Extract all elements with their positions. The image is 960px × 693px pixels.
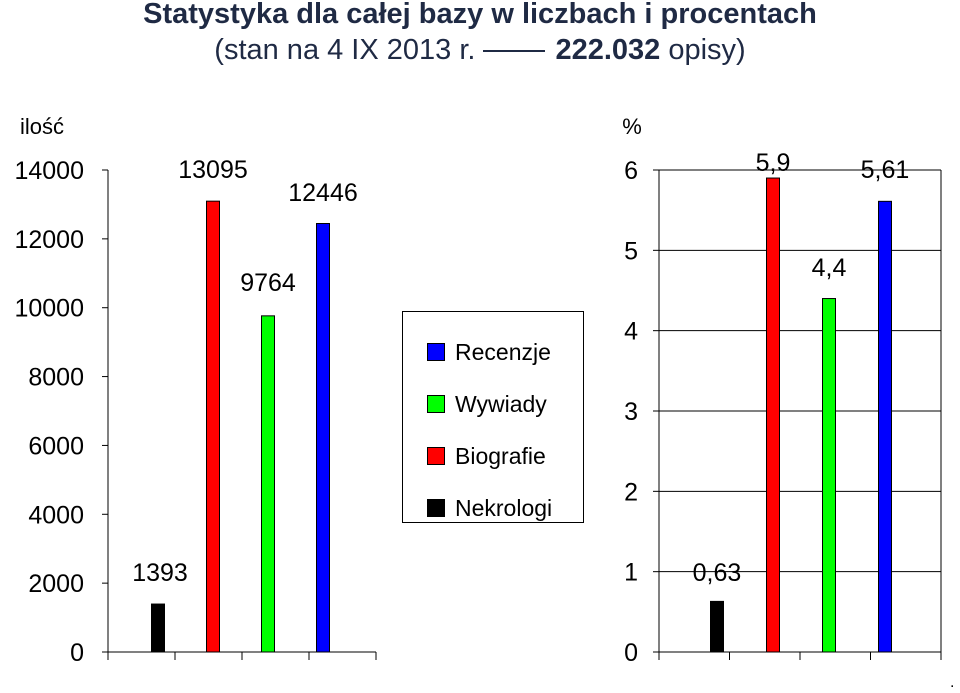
y-tick-label: 4: [624, 318, 638, 346]
data-label: 9764: [240, 269, 296, 297]
data-label: 4,4: [812, 254, 847, 282]
legend-label: Recenzje: [455, 338, 551, 365]
y-tick-label: 5: [624, 237, 638, 265]
data-label: 5,61: [861, 156, 910, 184]
y-tick-label: 14000: [14, 157, 84, 185]
bar-nekrologi: [710, 600, 724, 653]
data-label: 13095: [178, 156, 248, 184]
legend-swatch-nekrologi: [427, 499, 445, 517]
subtitle-end: opisy): [668, 34, 746, 66]
bar-wywiady: [822, 298, 836, 653]
legend-item-wywiady: Wywiady: [427, 389, 547, 419]
y-tick-label: 2: [624, 478, 638, 506]
y-tick-label: 12000: [14, 226, 84, 254]
corner-mark: .: [950, 674, 955, 691]
y-tick-label: 4000: [28, 501, 84, 529]
bar-wywiady: [261, 315, 275, 653]
subtitle-total: 222.032: [555, 34, 661, 66]
legend-label: Wywiady: [455, 390, 547, 417]
y-tick-label: 1: [624, 559, 638, 587]
data-label: 12446: [288, 179, 358, 207]
y-tick-label: 0: [624, 639, 638, 667]
chart-subtitle: (stan na 4 IX 2013 r. 222.032 opisy): [0, 34, 960, 67]
chart-title: Statystyka dla całej bazy w liczbach i p…: [143, 0, 817, 30]
bar-nekrologi: [151, 603, 165, 653]
bar-recenzje: [316, 223, 330, 653]
subtitle-start: (stan na 4 IX 2013 r.: [214, 34, 476, 66]
y-tick-label: 10000: [14, 295, 84, 323]
legend: Recenzje Wywiady Biografie Nekrologi: [402, 311, 584, 523]
bar-biografie: [766, 177, 780, 653]
y-tick-label: 2000: [28, 570, 84, 598]
bar-recenzje: [878, 200, 892, 653]
y-tick-label: 6: [624, 157, 638, 185]
legend-swatch-wywiady: [427, 395, 445, 413]
y-tick-label: 3: [624, 398, 638, 426]
legend-item-biografie: Biografie: [427, 441, 546, 471]
y-axis-label: ilość: [20, 114, 64, 139]
legend-item-recenzje: Recenzje: [427, 337, 551, 367]
data-label: 1393: [132, 559, 188, 587]
legend-swatch-biografie: [427, 447, 445, 465]
y-axis-label: %: [622, 114, 642, 139]
y-tick-label: 0: [70, 639, 84, 667]
legend-item-nekrologi: Nekrologi: [427, 493, 552, 523]
legend-label: Biografie: [455, 442, 546, 469]
y-tick-label: 6000: [28, 432, 84, 460]
legend-swatch-recenzje: [427, 343, 445, 361]
y-tick-label: 8000: [28, 364, 84, 392]
legend-label: Nekrologi: [455, 494, 553, 521]
bar-biografie: [206, 200, 220, 653]
dash-line: [483, 50, 546, 53]
data-label: 0,63: [693, 559, 742, 587]
data-label: 5,9: [756, 149, 791, 177]
